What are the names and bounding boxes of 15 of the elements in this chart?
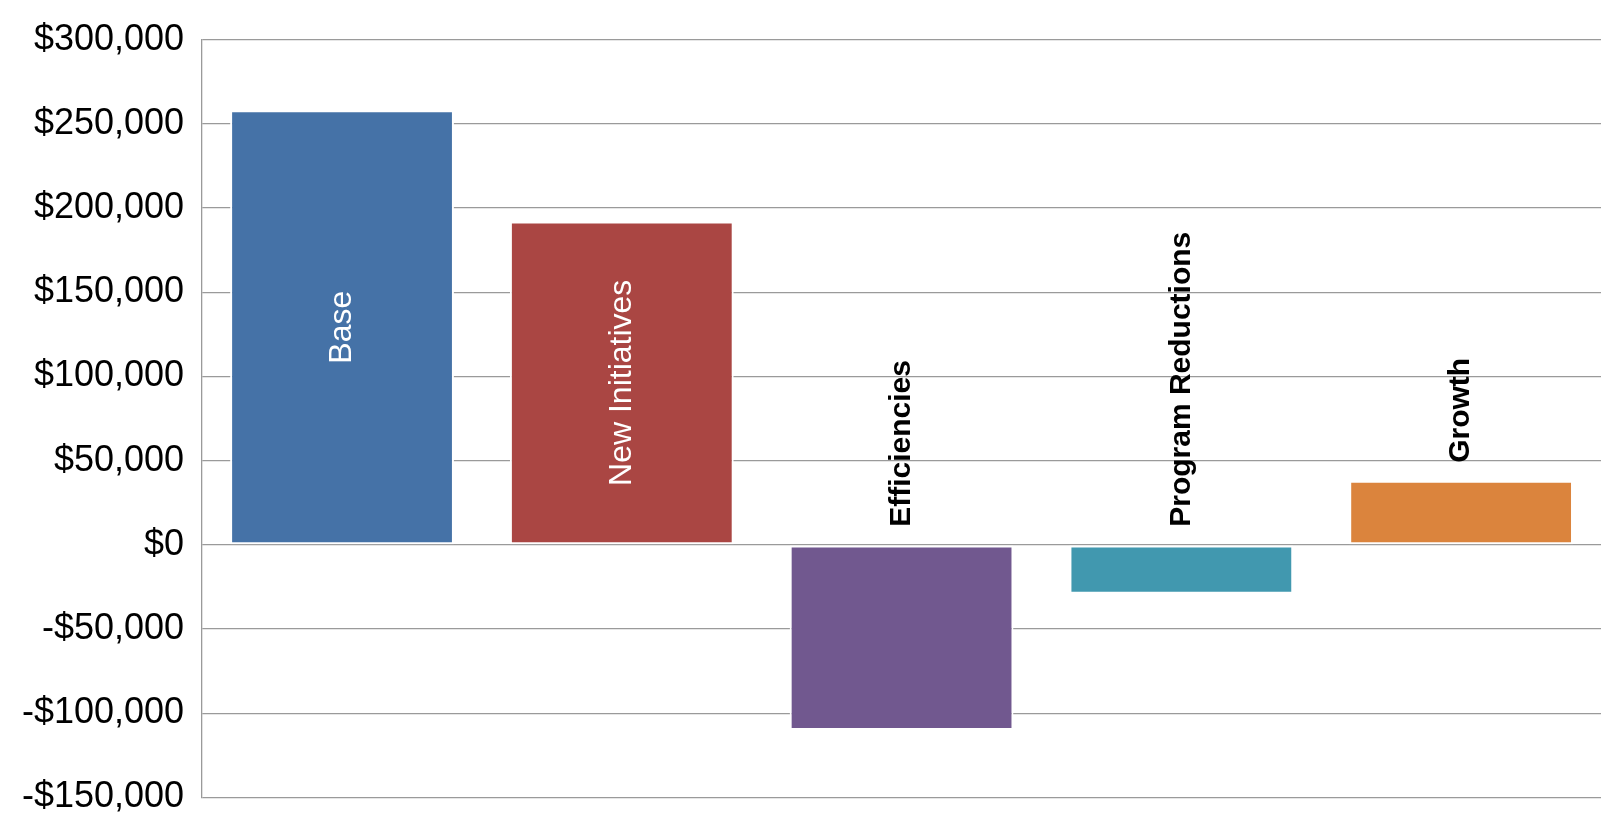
y-tick-label: -$50,000 (42, 605, 185, 647)
y-tick-label: $150,000 (33, 269, 185, 311)
y-tick-label: $200,000 (33, 184, 185, 226)
x-tick-label: Efficiencies (882, 360, 916, 527)
y-tick-label: $100,000 (33, 353, 185, 395)
y-tick-label: $0 (144, 521, 185, 563)
y-tick-label: $50,000 (54, 437, 185, 479)
x-tick-label: New Initiatives (601, 279, 638, 486)
x-tick-label: Program Reductions (1162, 231, 1196, 527)
y-tick-label: -$100,000 (22, 690, 185, 732)
y-tick-label: $300,000 (33, 16, 185, 58)
y-tick-label: -$150,000 (22, 774, 185, 816)
x-tick-label: Growth (1442, 357, 1476, 463)
y-tick-label: $250,000 (33, 100, 185, 142)
x-tick-label: Base (321, 290, 358, 364)
